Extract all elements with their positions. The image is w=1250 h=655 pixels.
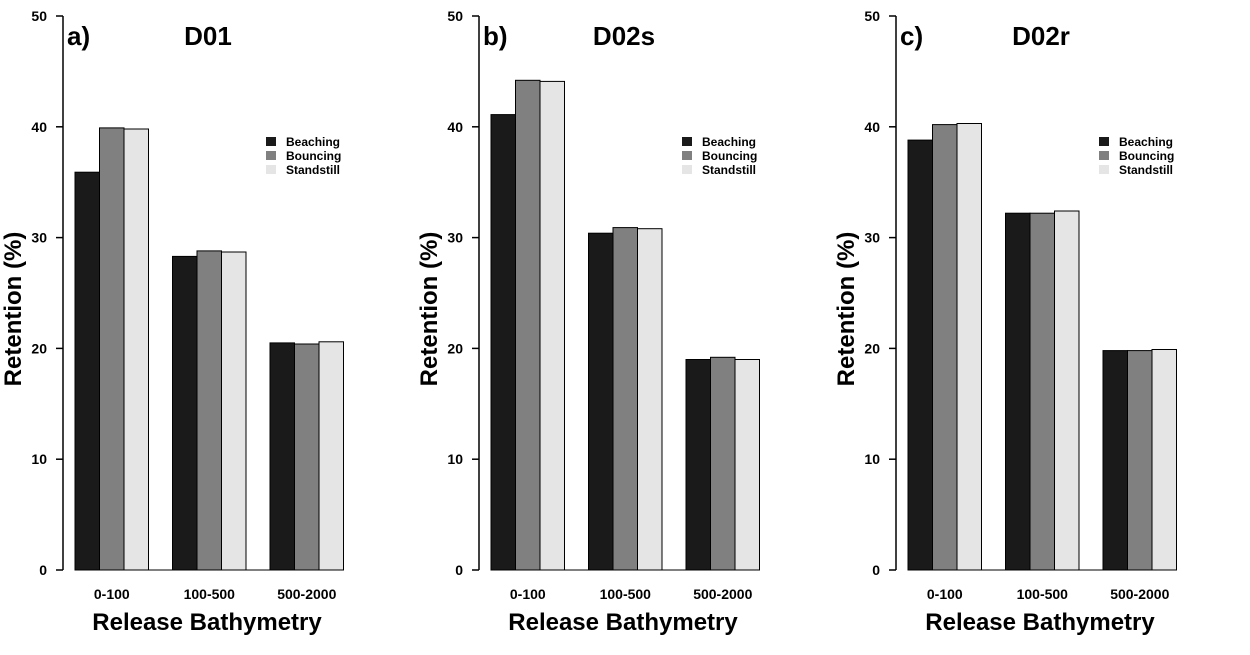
x-tick-label: 0-100 <box>94 586 130 602</box>
bar-standstill-500-2000 <box>1151 349 1177 571</box>
bar-standstill-500-2000 <box>734 359 760 571</box>
bar-beaching-500-2000 <box>269 342 295 571</box>
legend-swatch-bouncing <box>266 151 276 160</box>
legend-swatch-bouncing <box>1099 151 1109 160</box>
y-tick-label: 10 <box>447 451 463 467</box>
bar-bouncing-100-500 <box>196 250 222 571</box>
legend-entry: Standstill <box>286 163 340 177</box>
y-tick-label: 40 <box>447 119 463 135</box>
legend-swatch-bouncing <box>682 151 692 160</box>
panel-label: a) <box>67 21 90 51</box>
x-axis-title: Release Bathymetry <box>925 609 1155 636</box>
y-tick-label: 30 <box>864 230 880 246</box>
y-axis-title: Retention (%) <box>0 232 27 387</box>
y-tick-label: 50 <box>864 8 880 24</box>
y-tick-label: 50 <box>447 8 463 24</box>
legend-swatch-standstill <box>682 165 692 174</box>
bar-standstill-0-100 <box>956 123 982 571</box>
bar-bouncing-500-2000 <box>294 343 320 571</box>
legend-entry: Standstill <box>1119 163 1173 177</box>
y-tick-label: 30 <box>447 230 463 246</box>
bar-standstill-100-500 <box>1054 210 1080 571</box>
bar-beaching-0-100 <box>74 171 100 571</box>
panel-title: D01 <box>184 21 232 51</box>
bar-beaching-500-2000 <box>1102 350 1128 571</box>
bar-beaching-0-100 <box>490 114 516 571</box>
legend-entry: Beaching <box>702 135 756 149</box>
y-tick-label: 10 <box>31 451 47 467</box>
x-tick-label: 100-500 <box>1017 586 1069 602</box>
legend-swatch-beaching <box>266 137 276 146</box>
x-tick-label: 500-2000 <box>693 586 752 602</box>
y-axis-title: Retention (%) <box>833 232 860 387</box>
bar-beaching-100-500 <box>1005 212 1031 571</box>
panel-label: c) <box>900 21 923 51</box>
y-tick-label: 40 <box>864 119 880 135</box>
y-tick-label: 30 <box>31 230 47 246</box>
bar-bouncing-500-2000 <box>710 356 736 571</box>
x-tick-label: 500-2000 <box>277 586 336 602</box>
y-tick-label: 10 <box>864 451 880 467</box>
y-tick-label: 40 <box>31 119 47 135</box>
bar-bouncing-0-100 <box>99 127 125 571</box>
legend-entry: Standstill <box>702 163 756 177</box>
y-tick-label: 0 <box>872 562 880 578</box>
x-tick-label: 0-100 <box>927 586 963 602</box>
legend-entry: Beaching <box>1119 135 1173 149</box>
x-tick-label: 100-500 <box>184 586 236 602</box>
bar-bouncing-100-500 <box>1029 212 1055 571</box>
legend-entry: Bouncing <box>702 149 757 163</box>
legend-entry: Beaching <box>286 135 340 149</box>
x-tick-label: 0-100 <box>510 586 546 602</box>
panel-title: D02s <box>593 21 655 51</box>
bar-bouncing-0-100 <box>932 124 958 571</box>
y-tick-label: 0 <box>39 562 47 578</box>
legend-swatch-beaching <box>682 137 692 146</box>
x-axis-title: Release Bathymetry <box>508 609 738 636</box>
y-tick-label: 20 <box>447 340 463 356</box>
y-tick-label: 20 <box>31 340 47 356</box>
bar-standstill-100-500 <box>221 251 247 571</box>
bar-standstill-500-2000 <box>318 341 344 571</box>
y-tick-label: 50 <box>31 8 47 24</box>
y-tick-label: 0 <box>455 562 463 578</box>
bar-standstill-0-100 <box>539 80 565 571</box>
y-axis-title: Retention (%) <box>416 232 443 387</box>
bar-standstill-100-500 <box>637 228 663 571</box>
legend-entry: Bouncing <box>286 149 341 163</box>
legend-swatch-standstill <box>266 165 276 174</box>
y-tick-label: 20 <box>864 340 880 356</box>
bar-beaching-0-100 <box>907 139 933 571</box>
bar-beaching-100-500 <box>588 232 614 571</box>
bar-beaching-100-500 <box>172 255 198 571</box>
bar-bouncing-0-100 <box>515 79 541 571</box>
bar-beaching-500-2000 <box>685 359 711 571</box>
legend-swatch-beaching <box>1099 137 1109 146</box>
panel-label: b) <box>483 21 508 51</box>
x-tick-label: 100-500 <box>600 586 652 602</box>
x-tick-label: 500-2000 <box>1110 586 1169 602</box>
bar-bouncing-100-500 <box>612 227 638 571</box>
bar-bouncing-500-2000 <box>1127 350 1153 571</box>
legend-entry: Bouncing <box>1119 149 1174 163</box>
bar-standstill-0-100 <box>123 128 149 571</box>
panel-title: D02r <box>1012 21 1070 51</box>
x-axis-title: Release Bathymetry <box>92 609 322 636</box>
legend-swatch-standstill <box>1099 165 1109 174</box>
